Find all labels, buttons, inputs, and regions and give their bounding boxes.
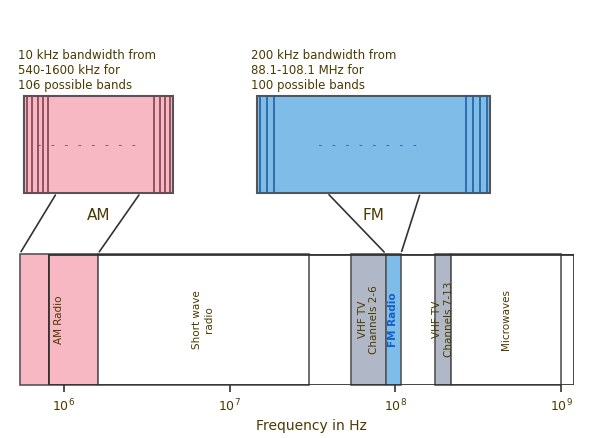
Bar	[24, 96, 173, 193]
Bar	[351, 254, 386, 385]
Text: VHF TV
Channels 2-6: VHF TV Channels 2-6	[358, 286, 379, 354]
Bar	[386, 254, 401, 385]
Text: 200 kHz bandwidth from
88.1-108.1 MHz for
100 possible bands: 200 kHz bandwidth from 88.1-108.1 MHz fo…	[251, 49, 396, 92]
Bar	[97, 254, 309, 385]
Text: FM Radio: FM Radio	[389, 293, 398, 347]
Bar	[435, 254, 451, 385]
Bar	[20, 254, 97, 385]
Text: - - - - - - - -: - - - - - - - -	[317, 140, 419, 149]
Text: 10 kHz bandwidth from
540-1600 kHz for
106 possible bands: 10 kHz bandwidth from 540-1600 kHz for 1…	[18, 49, 156, 92]
Text: Short wave
radio: Short wave radio	[193, 290, 214, 349]
Text: FM: FM	[363, 208, 385, 223]
Text: VHF TV
Channels 7-13: VHF TV Channels 7-13	[432, 282, 454, 357]
Text: Microwaves: Microwaves	[501, 289, 511, 350]
Bar	[257, 96, 490, 193]
Text: AM Radio: AM Radio	[54, 296, 63, 344]
Text: AM: AM	[87, 208, 111, 223]
X-axis label: Frequency in Hz: Frequency in Hz	[255, 420, 367, 434]
Text: - - - - - - - -: - - - - - - - -	[36, 140, 138, 149]
Bar	[451, 254, 561, 385]
